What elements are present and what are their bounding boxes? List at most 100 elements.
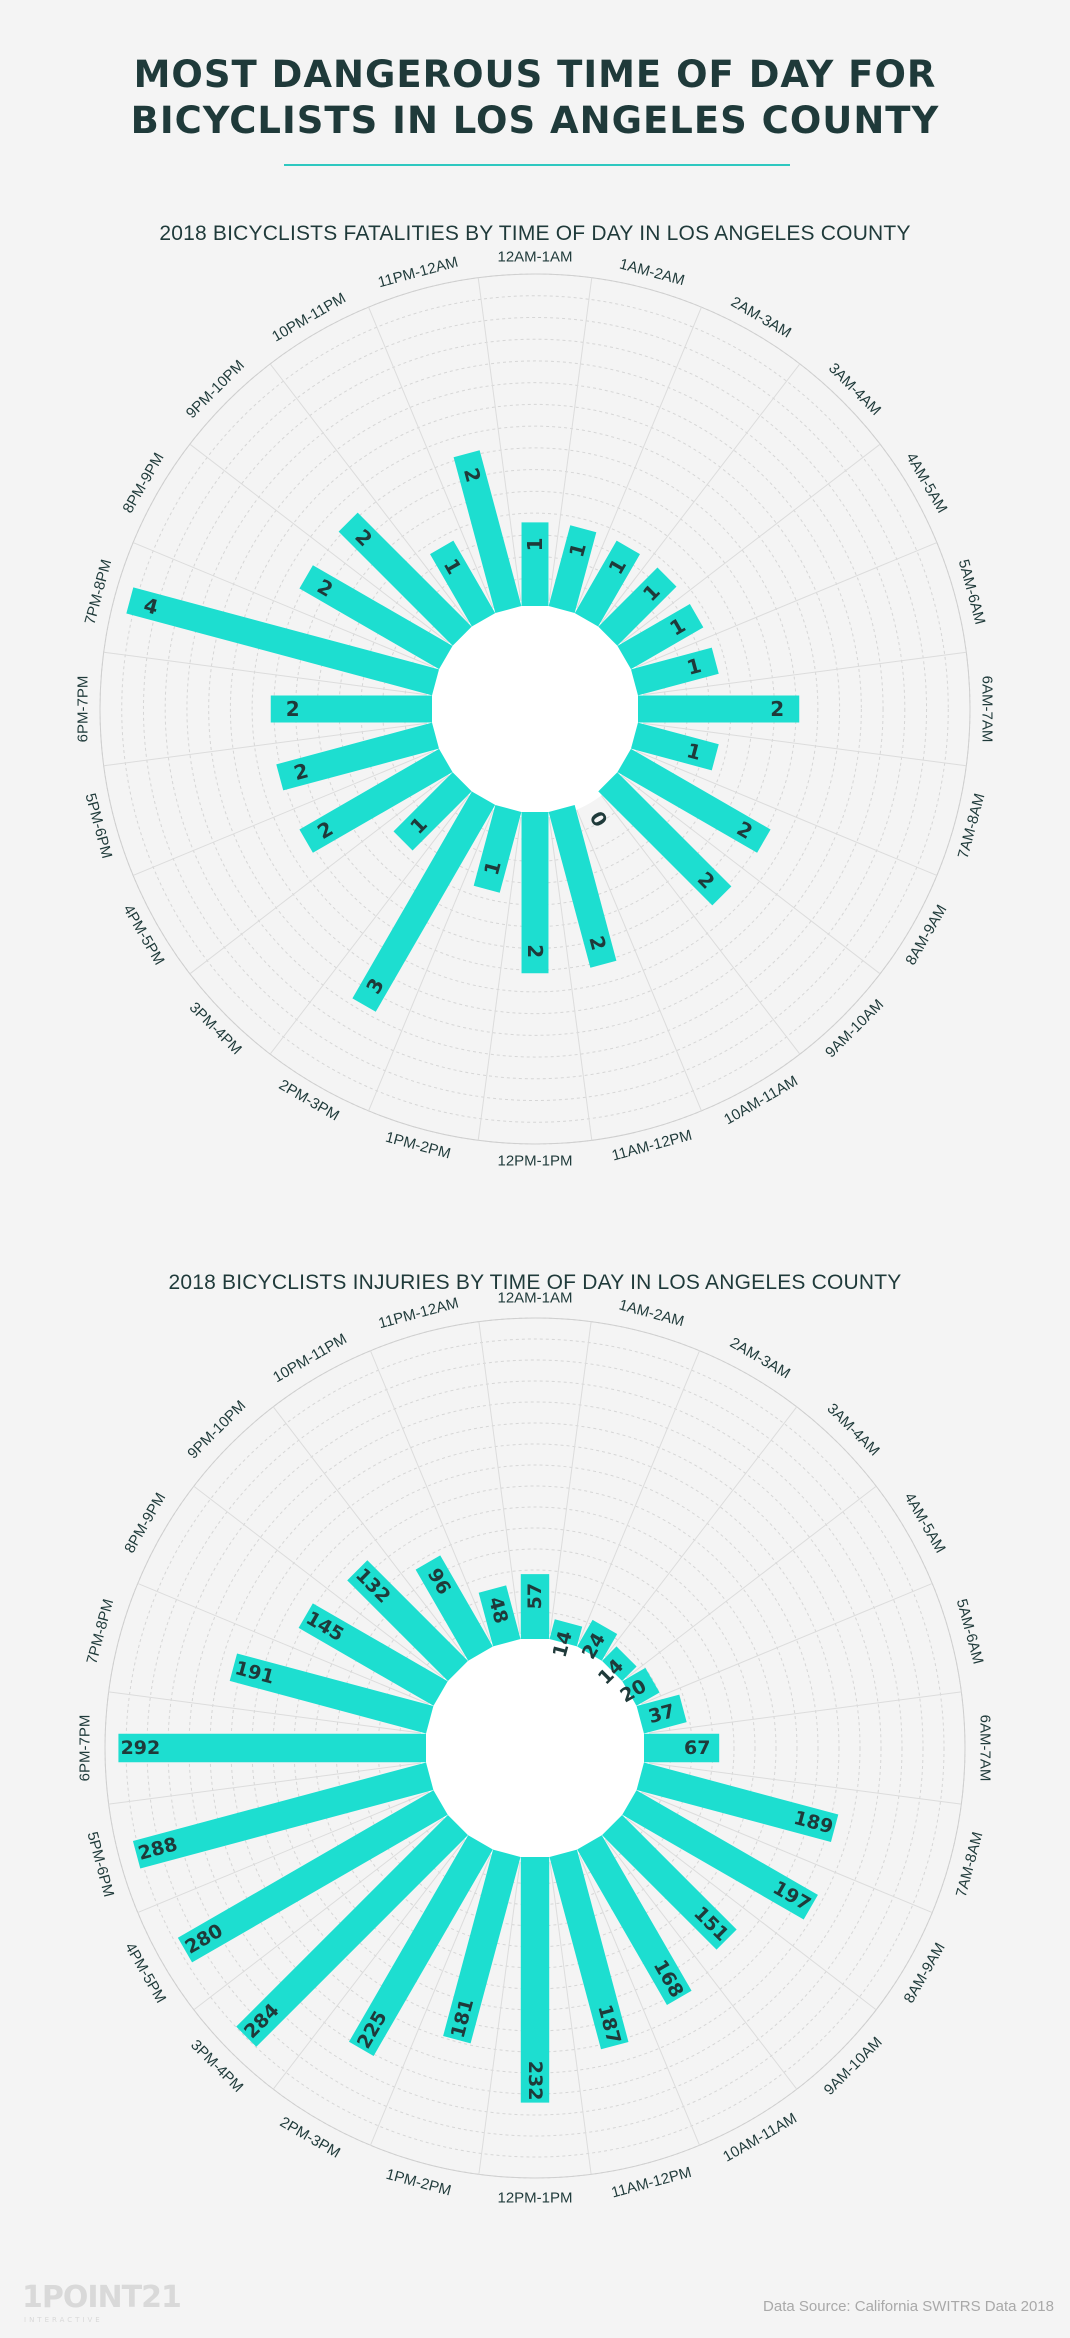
bar-2AM-3AM — [577, 1619, 618, 1661]
grid-spoke — [193, 1485, 445, 1679]
category-label-2AM-3AM: 2AM-3AM — [728, 294, 794, 342]
value-label-5PM-6PM: 288 — [136, 1833, 180, 1865]
grid-spoke — [189, 443, 449, 644]
bar-10PM-11PM — [430, 540, 496, 627]
category-label-7PM-8PM: 7PM-8PM — [83, 1597, 117, 1666]
bar-6AM-7AM — [638, 695, 800, 723]
grid-spoke — [625, 1485, 877, 1679]
bar-8PM-9PM — [299, 565, 453, 670]
bar-1PM-2PM — [473, 805, 522, 893]
bar-8PM-9PM — [298, 1603, 448, 1706]
category-label-4AM-5AM: 4AM-5AM — [901, 1490, 949, 1556]
category-label-10AM-11AM: 10AM-11AM — [720, 2110, 800, 2166]
bar-4AM-5AM — [622, 1667, 660, 1706]
bar-12PM-1PM — [520, 1857, 550, 2103]
bar-10PM-11PM — [415, 1555, 493, 1661]
category-label-2PM-3PM: 2PM-3PM — [276, 1076, 342, 1124]
fatalities-chart-title: 2018 BICYCLISTS FATALITIES BY TIME OF DA… — [159, 222, 911, 245]
bar-1AM-2AM — [548, 525, 597, 613]
grid-spoke — [137, 1582, 429, 1705]
value-label-5PM-6PM: 2 — [291, 758, 311, 785]
page-title-line-2: BICYCLISTS IN LOS ANGELES COUNTY — [130, 99, 940, 142]
grid-spoke — [103, 722, 427, 767]
category-label-1AM-2AM: 1AM-2AM — [617, 1296, 686, 1330]
bar-11PM-12AM — [478, 1585, 521, 1647]
bar-3PM-4PM — [236, 1815, 468, 2047]
value-label-11PM-12AM: 2 — [459, 465, 486, 485]
grid-spoke — [578, 1350, 701, 1642]
value-label-12PM-1PM: 2 — [523, 944, 547, 958]
bar-5AM-6AM — [636, 1694, 687, 1734]
category-label-1PM-2PM: 1PM-2PM — [384, 2166, 453, 2200]
bar-9AM-10AM — [598, 772, 732, 906]
category-label-3AM-4AM: 3AM-4AM — [825, 360, 884, 419]
bar-7AM-8AM — [631, 722, 719, 771]
bar-12AM-1AM — [520, 1574, 550, 1639]
grid-spoke — [600, 795, 801, 1055]
grid-spoke — [478, 1861, 521, 2175]
bar-4PM-5PM — [177, 1790, 448, 1963]
grid-spoke — [604, 1406, 798, 1658]
category-label-6AM-7AM: 6AM-7AM — [977, 1715, 994, 1782]
grid-spoke — [132, 750, 435, 876]
brand-logo-subtitle: INTERACTIVE — [24, 2316, 103, 2324]
bar-8AM-9AM — [622, 1790, 818, 1920]
bar-7PM-8PM — [229, 1653, 434, 1734]
category-label-12PM-1PM: 12PM-1PM — [497, 2190, 572, 2207]
category-label-4PM-5PM: 4PM-5PM — [121, 1940, 169, 2006]
category-label-3PM-4PM: 3PM-4PM — [187, 2037, 246, 2096]
value-label-11AM-12PM: 2 — [584, 933, 611, 953]
category-label-9PM-10PM: 9PM-10PM — [183, 357, 248, 422]
title-divider — [284, 164, 790, 166]
category-label-9AM-10AM: 9AM-10AM — [822, 996, 887, 1061]
grid-spoke — [641, 1582, 933, 1705]
grid-spoke — [635, 542, 938, 668]
grid-spoke — [643, 722, 967, 767]
grid-spoke — [103, 651, 427, 696]
category-label-11PM-12AM: 11PM-12AM — [376, 254, 460, 292]
bar-1PM-2PM — [443, 1849, 521, 2044]
category-label-2AM-3AM: 2AM-3AM — [727, 1334, 793, 1382]
page-title: MOST DANGEROUS TIME OF DAY FOR BICYCLIST… — [0, 52, 1070, 144]
grid-spoke — [648, 1762, 962, 1805]
grid-spoke — [549, 1861, 592, 2175]
bar-10AM-11AM — [577, 1835, 692, 2005]
value-label-1PM-2PM: 1 — [479, 858, 506, 878]
category-label-2PM-3PM: 2PM-3PM — [277, 2114, 343, 2162]
injuries-chart-title: 2018 BICYCLISTS INJURIES BY TIME OF DAY … — [168, 1271, 902, 1294]
bar-9PM-10PM — [347, 1560, 468, 1681]
bar-11PM-12AM — [453, 450, 522, 613]
grid-ring — [208, 382, 862, 1036]
grid-spoke — [549, 1321, 592, 1635]
category-label-7AM-8AM: 7AM-8AM — [953, 1830, 987, 1899]
grid-spoke — [643, 651, 967, 696]
category-label-12AM-1AM: 12AM-1AM — [497, 1290, 572, 1307]
grid-spoke — [548, 817, 593, 1141]
category-label-6PM-7PM: 6PM-7PM — [77, 1715, 94, 1782]
category-label-5PM-6PM: 5PM-6PM — [83, 1830, 117, 1899]
grid-ring — [121, 295, 949, 1123]
bar-6PM-7PM — [270, 695, 432, 723]
bar-9AM-10AM — [602, 1815, 737, 1950]
grid-ring — [142, 316, 928, 1102]
grid-spoke — [477, 817, 522, 1141]
bar-11AM-12PM — [549, 1849, 629, 2050]
grid-spoke — [625, 1817, 877, 2011]
category-label-3AM-4AM: 3AM-4AM — [824, 1400, 883, 1459]
grid-spoke — [576, 809, 702, 1112]
bar-6PM-7PM — [118, 1733, 426, 1763]
bar-5AM-6AM — [631, 647, 719, 696]
grid-spoke — [132, 542, 435, 668]
grid-spoke — [108, 1762, 422, 1805]
bar-1AM-2AM — [549, 1619, 583, 1647]
category-label-4AM-5AM: 4AM-5AM — [902, 450, 950, 516]
category-label-9AM-10AM: 9AM-10AM — [821, 2034, 886, 2099]
bar-3AM-4AM — [602, 1646, 637, 1681]
grid-spoke — [272, 1406, 466, 1658]
bar-7PM-8PM — [126, 587, 439, 696]
grid-spoke — [108, 1691, 422, 1734]
grid-spoke — [641, 1791, 933, 1914]
bar-11AM-12PM — [548, 805, 617, 968]
grid-spoke — [621, 443, 881, 644]
